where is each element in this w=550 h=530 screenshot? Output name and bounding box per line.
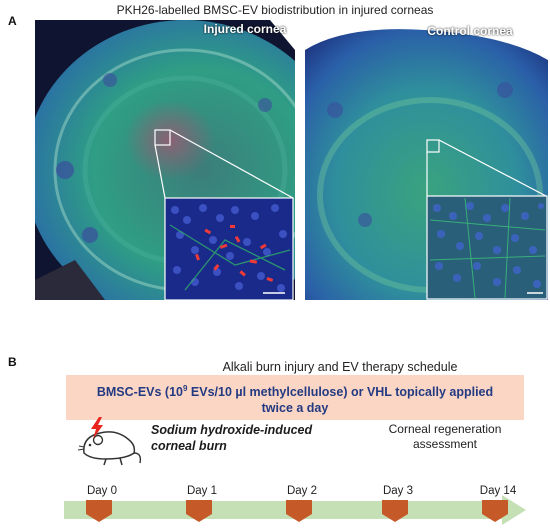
treatment-banner: BMSC-EVs (109 EVs/10 µl methylcellulose)… (66, 375, 524, 420)
panel-a-title: PKH26-labelled BMSC-EV biodistribution i… (116, 3, 434, 17)
day-label-3: Day 3 (382, 485, 414, 497)
burn-label: Sodium hydroxide-induced corneal burn (151, 423, 313, 453)
panel-b-label: B (8, 355, 17, 369)
day-label-14: Day 14 (479, 485, 517, 497)
treatment-line-2: twice a day (261, 401, 329, 416)
assessment-label: Corneal regeneration assessment (388, 422, 502, 451)
injured-cornea-caption: Injured cornea (203, 22, 287, 36)
panel-a-label: A (8, 14, 17, 28)
panel-b-title: Alkali burn injury and EV therapy schedu… (222, 360, 458, 374)
day-label-2: Day 2 (286, 485, 318, 497)
day-marker-3 (382, 500, 408, 527)
mouse-icon (76, 423, 146, 467)
day-marker-2 (286, 500, 312, 527)
injured-cornea-image (35, 20, 295, 300)
day-marker-0 (86, 500, 112, 527)
control-cornea-caption: Control cornea (427, 24, 513, 38)
control-cornea-image (305, 20, 548, 300)
day-label-1: Day 1 (186, 485, 218, 497)
day-label-0: Day 0 (86, 485, 118, 497)
day-marker-14 (482, 500, 508, 527)
treatment-line-1: BMSC-EVs (109 EVs/10 µl methylcellulose)… (96, 384, 494, 400)
day-marker-1 (186, 500, 212, 527)
lightning-bolt-icon (88, 417, 106, 439)
